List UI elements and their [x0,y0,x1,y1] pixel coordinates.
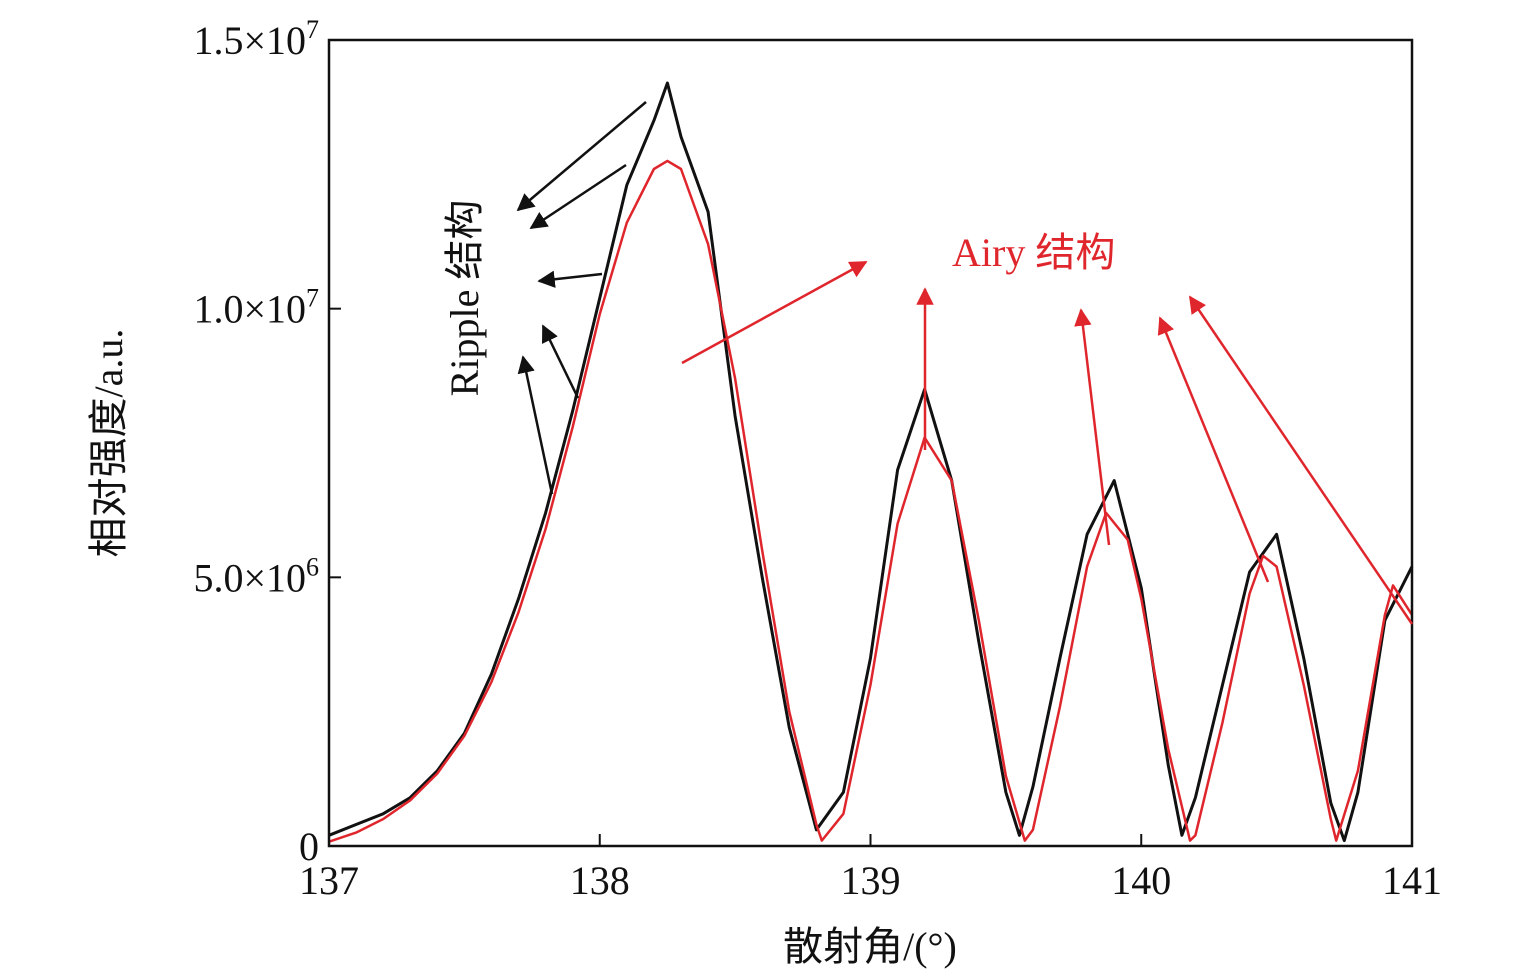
x-tick-label: 141 [1382,858,1442,903]
y-tick-mantissa: 5.0×10 [193,555,306,600]
ripple-annotation-label: Ripple 结构 [442,200,487,397]
y-tick-exponent: 7 [306,284,319,313]
y-tick-label: 0 [299,824,319,869]
airy-arrow-5 [1188,295,1414,625]
plot-frame [327,38,1414,848]
airy-series-line [328,159,1414,843]
airy-annotation-label: Airy 结构 [952,230,1115,275]
y-tick-exponent: 6 [306,552,319,581]
ripple-arrow-5 [517,355,554,495]
y-axis-label: 相对强度/a.u. [86,329,131,558]
ripple-arrow-3 [537,270,603,288]
y-tick-label: 5.0×106 [193,552,319,600]
y-tick-exponent: 7 [306,15,319,44]
y-tick-mantissa: 1.5×10 [193,18,306,63]
x-tick-label: 137 [299,858,359,903]
x-tick-label: 138 [570,858,630,903]
airy-arrow-3 [1074,308,1111,546]
x-tick-label: 140 [1111,858,1171,903]
y-tick-mantissa: 1.0×10 [193,287,306,332]
ripple-annotation: Ripple 结构 [442,101,647,495]
ripple-arrow-4 [541,324,580,399]
airy-arrow-1 [681,260,868,365]
x-tick-label: 139 [841,858,901,903]
series-layer [328,81,1414,843]
y-tick-mantissa: 0 [299,824,319,869]
airy-annotation: Airy 结构 [681,230,1414,625]
ripple-arrow-2 [529,163,627,230]
ripple-arrow-1 [516,101,647,212]
ripple-series-line [328,81,1414,843]
x-axis-label: 散射角/(°) [783,924,957,969]
y-tick-label: 1.5×107 [193,15,319,63]
airy-arrow-4 [1157,316,1270,583]
y-tick-label: 1.0×107 [193,284,319,332]
